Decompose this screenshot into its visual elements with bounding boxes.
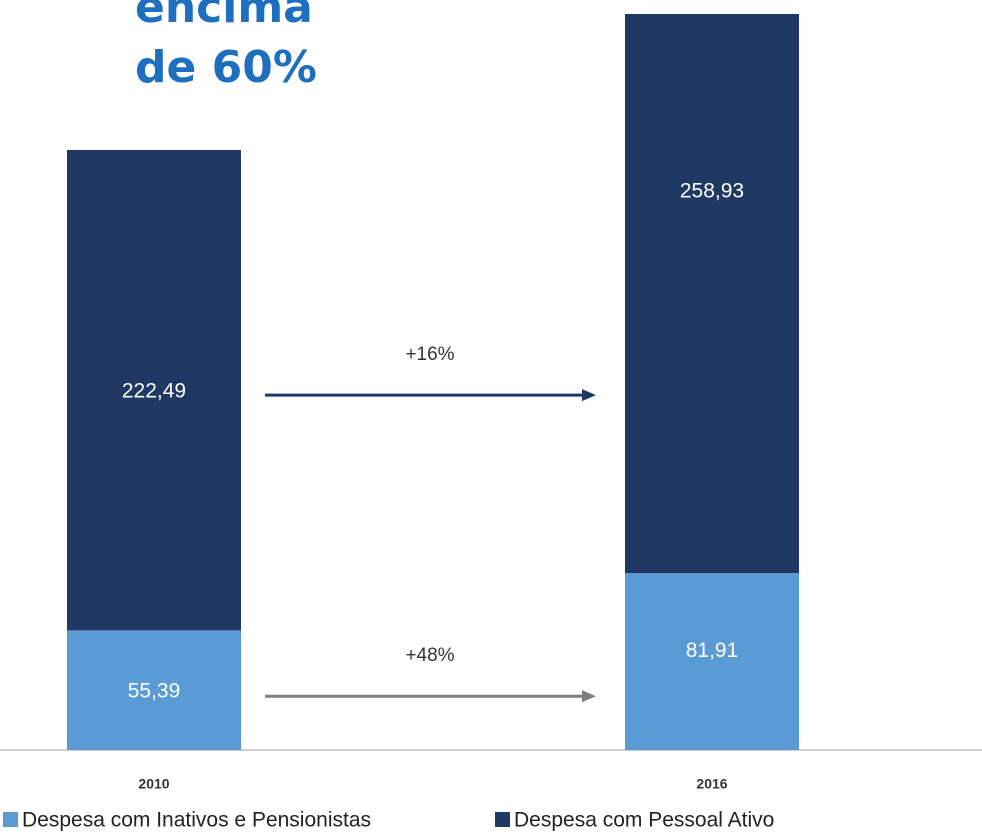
legend-label: Despesa com Pessoal Ativo	[514, 809, 774, 832]
x-tick-label: 2010	[138, 776, 169, 792]
value-label: 55,39	[128, 680, 181, 703]
value-label: 258,93	[680, 179, 744, 202]
value-label: 222,49	[122, 380, 186, 403]
chart-title: de 60%	[135, 42, 317, 93]
bar-segment	[67, 630, 241, 750]
chart-title: encima	[135, 0, 313, 33]
bar-segment	[67, 149, 241, 631]
change-label: +48%	[405, 645, 454, 666]
change-label: +16%	[405, 344, 454, 365]
arrow-head	[582, 690, 596, 703]
arrow-head	[582, 389, 596, 402]
bar-segment	[625, 14, 799, 574]
legend-swatch	[3, 812, 18, 827]
legend-swatch	[495, 812, 510, 827]
x-tick-label: 2016	[696, 776, 727, 792]
value-label: 81,91	[686, 639, 739, 662]
legend-label: Despesa com Inativos e Pensionistas	[22, 809, 371, 832]
bar-segment	[625, 573, 799, 750]
